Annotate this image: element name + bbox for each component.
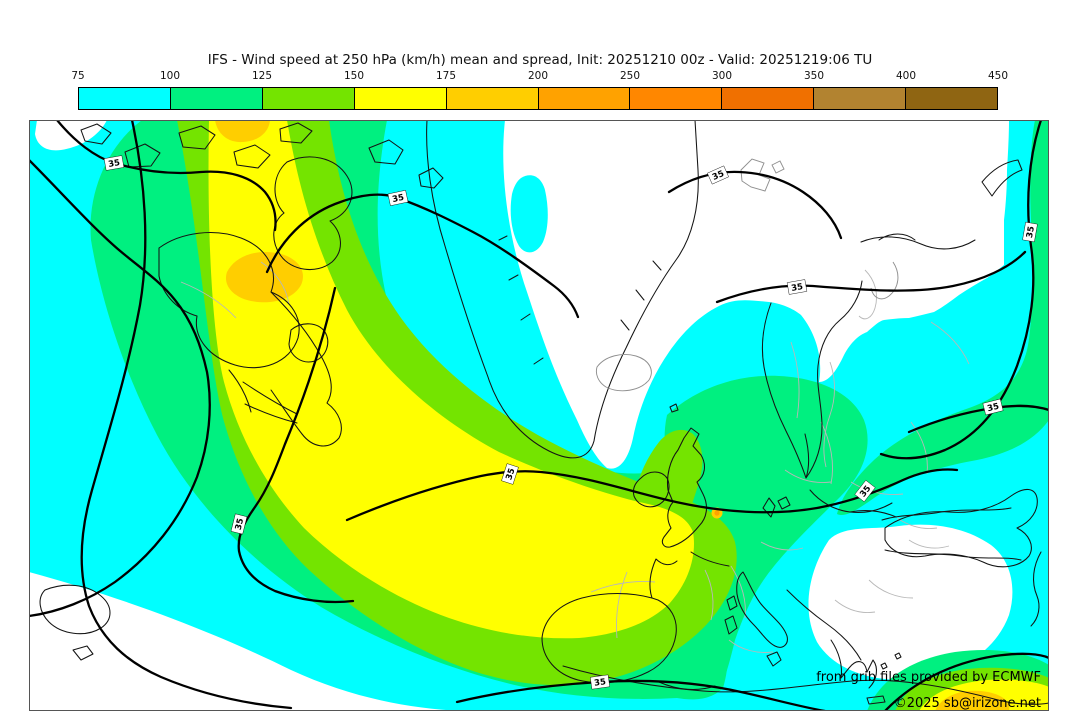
colorbar [78,87,998,110]
fill-cyan-pocket [510,175,548,253]
spread-label: 35 [1025,225,1037,238]
colorbar-cell [79,88,170,109]
colorbar-cell [169,88,262,109]
spread-label: 35 [790,282,803,294]
colorbar-cell [629,88,722,109]
colorbar-tick: 175 [435,70,457,82]
coastlines [39,119,1050,705]
spread-label: 35 [504,467,517,481]
colorbar-tick: 75 [71,70,85,82]
fill-200plus-orange-spot [714,510,720,516]
colorbar-cell [813,88,906,109]
spread-label: 35 [391,193,405,205]
colorbar-tick: 150 [343,70,365,82]
colorbar-cell [905,88,998,109]
attribution-line2: ©2025 sb@irizone.net [894,696,1041,711]
colorbar-tick: 400 [895,70,917,82]
colorbar-cell [721,88,814,109]
map-border [29,120,1049,711]
chart-title: IFS - Wind speed at 250 hPa (km/h) mean … [207,52,873,68]
spread-contour-labels: 35 35 35 35 35 35 35 35 35 35 [103,155,1038,690]
spread-label: 35 [986,402,1000,415]
colorbar-tick: 125 [251,70,273,82]
colorbar-cell [445,88,538,109]
colorbar-cell [537,88,630,109]
colorbar-tick: 100 [159,70,181,82]
attribution-line1: from grib files provided by ECMWF [816,670,1041,685]
wind-speed-map: 35 35 35 35 35 35 35 35 35 35 from grib … [27,118,1051,713]
colorbar-tick: 300 [711,70,733,82]
colorbar-tick: 200 [527,70,549,82]
spread-label: 35 [107,158,120,170]
country-borders [180,261,970,653]
spread-label: 35 [711,169,726,183]
colorbar-tick: 350 [803,70,825,82]
colorbar-cell [261,88,354,109]
colorbar-cell [353,88,446,109]
colorbar-tick: 250 [619,70,641,82]
colorbar-ticks: 75 100 125 150 175 200 250 300 350 400 4… [71,70,1008,84]
colorbar-tick: 450 [987,70,1009,82]
spread-label: 35 [594,677,607,689]
spread-label: 35 [234,517,247,531]
gray-coastlines [595,158,899,392]
map-canvas: 35 35 35 35 35 35 35 35 35 35 from grib … [27,118,1051,713]
spread-contours [27,118,1051,713]
